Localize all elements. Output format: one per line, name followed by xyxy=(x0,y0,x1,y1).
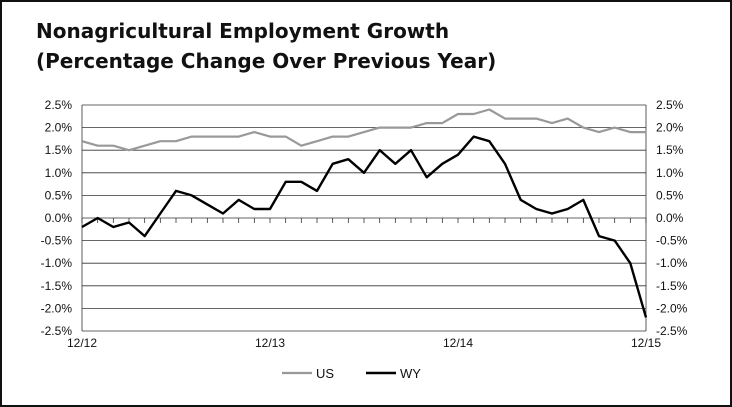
y-tick-label-left: 0.5% xyxy=(45,188,73,202)
y-tick-label-left: 1.5% xyxy=(45,143,73,157)
x-tick-label: 12/14 xyxy=(443,336,473,350)
y-tick-label-right: -0.5% xyxy=(656,234,688,248)
y-tick-label-left: -1.5% xyxy=(41,279,73,293)
legend-label-wy: WY xyxy=(400,366,421,381)
y-tick-label-right: 0.5% xyxy=(656,188,684,202)
y-tick-label-right: -2.0% xyxy=(656,301,688,315)
y-tick-label-left: 2.0% xyxy=(45,121,73,135)
legend-label-us: US xyxy=(316,366,334,381)
chart-title: Nonagricultural Employment Growth (Perce… xyxy=(36,16,496,76)
y-tick-label-left: -1.0% xyxy=(41,256,73,270)
y-tick-label-right: 1.5% xyxy=(656,143,684,157)
y-tick-label-left: -2.0% xyxy=(41,301,73,315)
y-tick-label-left: -0.5% xyxy=(41,234,73,248)
y-tick-label-left: 1.0% xyxy=(45,166,73,180)
y-tick-label-right: -1.0% xyxy=(656,256,688,270)
x-tick-label: 12/12 xyxy=(67,336,97,350)
y-tick-label-left: 2.5% xyxy=(45,98,73,112)
chart-title-line2: (Percentage Change Over Previous Year) xyxy=(36,49,497,73)
y-tick-label-right: 0.0% xyxy=(656,211,684,225)
y-tick-label-right: 2.0% xyxy=(656,121,684,135)
x-tick-label: 12/13 xyxy=(255,336,285,350)
y-tick-label-right: -2.5% xyxy=(656,324,688,338)
y-tick-label-left: -2.5% xyxy=(41,324,73,338)
chart-title-line1: Nonagricultural Employment Growth xyxy=(36,19,450,43)
y-tick-label-right: -1.5% xyxy=(656,279,688,293)
x-tick-label: 12/15 xyxy=(631,336,661,350)
series-line-wy xyxy=(81,135,648,318)
y-tick-label-left: 0.0% xyxy=(45,211,73,225)
y-tick-label-right: 2.5% xyxy=(656,98,684,112)
series-line-us xyxy=(81,108,646,152)
y-tick-label-right: 1.0% xyxy=(656,166,684,180)
